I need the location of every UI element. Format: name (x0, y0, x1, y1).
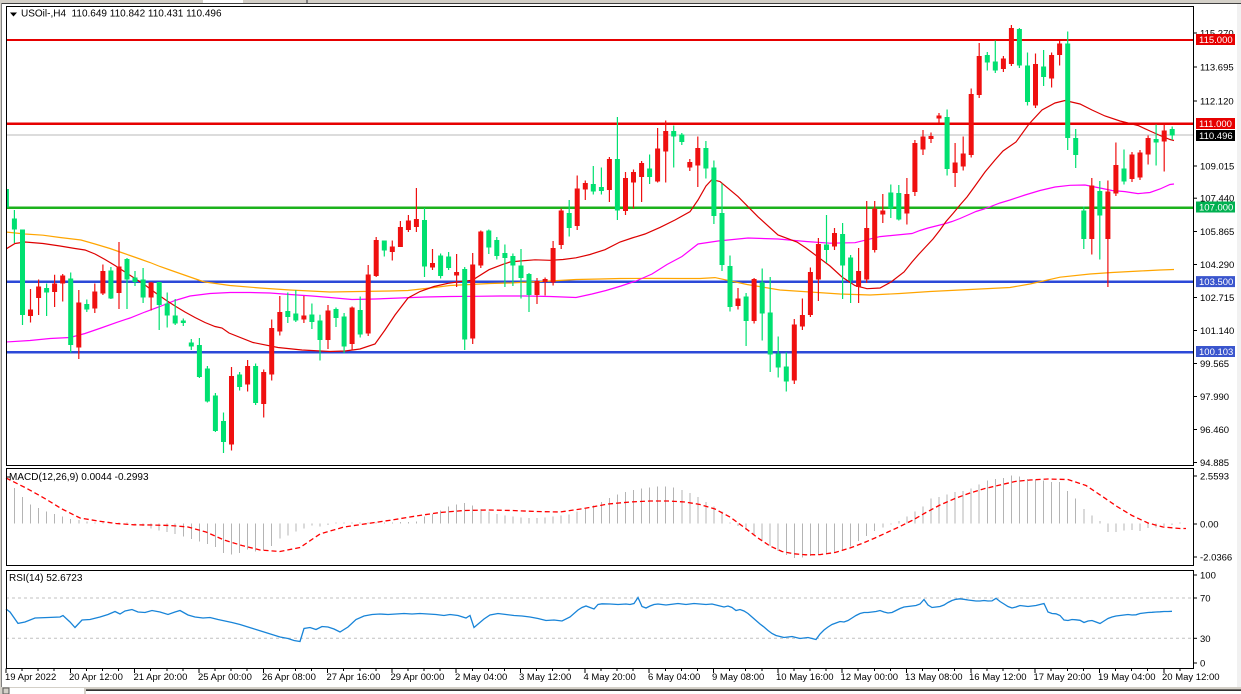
svg-text:16 May 12:00: 16 May 12:00 (969, 672, 1027, 683)
svg-text:9 May 08:00: 9 May 08:00 (712, 672, 764, 683)
svg-text:112.120: 112.120 (1200, 97, 1234, 108)
svg-text:4 May 20:00: 4 May 20:00 (584, 672, 636, 683)
svg-text:RSI(14) 52.6723: RSI(14) 52.6723 (9, 573, 83, 584)
svg-text:20 May 12:00: 20 May 12:00 (1162, 672, 1220, 683)
svg-text:103.500: 103.500 (1199, 277, 1233, 288)
svg-text:10 May 16:00: 10 May 16:00 (776, 672, 834, 683)
svg-text:2.5593: 2.5593 (1200, 472, 1229, 483)
svg-text:107.000: 107.000 (1199, 203, 1233, 214)
svg-text:107.440: 107.440 (1200, 194, 1234, 205)
svg-text:25 Apr 00:00: 25 Apr 00:00 (198, 672, 252, 683)
svg-text:96.460: 96.460 (1200, 425, 1229, 436)
svg-text:105.865: 105.865 (1200, 227, 1234, 238)
svg-text:27 Apr 16:00: 27 Apr 16:00 (327, 672, 381, 683)
svg-text:6 May 04:00: 6 May 04:00 (648, 672, 700, 683)
svg-text:109.015: 109.015 (1200, 162, 1234, 173)
svg-text:0.00: 0.00 (1200, 520, 1219, 531)
svg-text:19 Apr 2022: 19 Apr 2022 (5, 672, 56, 683)
svg-text:2 May 04:00: 2 May 04:00 (455, 672, 507, 683)
svg-text:104.290: 104.290 (1200, 260, 1234, 271)
svg-text:30: 30 (1200, 634, 1211, 645)
svg-text:111.000: 111.000 (1199, 119, 1232, 130)
svg-text:94.885: 94.885 (1200, 458, 1229, 469)
svg-text:3 May 12:00: 3 May 12:00 (519, 672, 571, 683)
svg-text:70: 70 (1200, 594, 1211, 605)
svg-text:-2.0366: -2.0366 (1200, 553, 1232, 564)
svg-text:100.103: 100.103 (1199, 347, 1233, 358)
svg-text:13 May 08:00: 13 May 08:00 (905, 672, 963, 683)
svg-text:USOil-,H4 110.649 110.842 110: USOil-,H4 110.649 110.842 110.431 110.49… (21, 9, 222, 20)
svg-text:100: 100 (1200, 571, 1216, 582)
svg-text:17 May 20:00: 17 May 20:00 (1034, 672, 1092, 683)
svg-text:110.496: 110.496 (1199, 131, 1233, 142)
svg-text:115.000: 115.000 (1199, 35, 1233, 46)
svg-text:97.990: 97.990 (1200, 392, 1229, 403)
svg-text:101.140: 101.140 (1200, 326, 1234, 337)
svg-text:26 Apr 08:00: 26 Apr 08:00 (262, 672, 316, 683)
svg-text:MACD(12,26,9) 0.0044 -0.2993: MACD(12,26,9) 0.0044 -0.2993 (9, 472, 149, 483)
svg-text:12 May 00:00: 12 May 00:00 (841, 672, 899, 683)
svg-text:29 Apr 00:00: 29 Apr 00:00 (391, 672, 445, 683)
svg-text:21 Apr 20:00: 21 Apr 20:00 (134, 672, 188, 683)
svg-text:19 May 04:00: 19 May 04:00 (1098, 672, 1156, 683)
svg-text:113.695: 113.695 (1200, 63, 1234, 74)
svg-text:102.715: 102.715 (1200, 293, 1234, 304)
svg-text:20 Apr 12:00: 20 Apr 12:00 (69, 672, 123, 683)
svg-text:99.565: 99.565 (1200, 359, 1229, 370)
svg-text:0: 0 (1200, 659, 1205, 670)
